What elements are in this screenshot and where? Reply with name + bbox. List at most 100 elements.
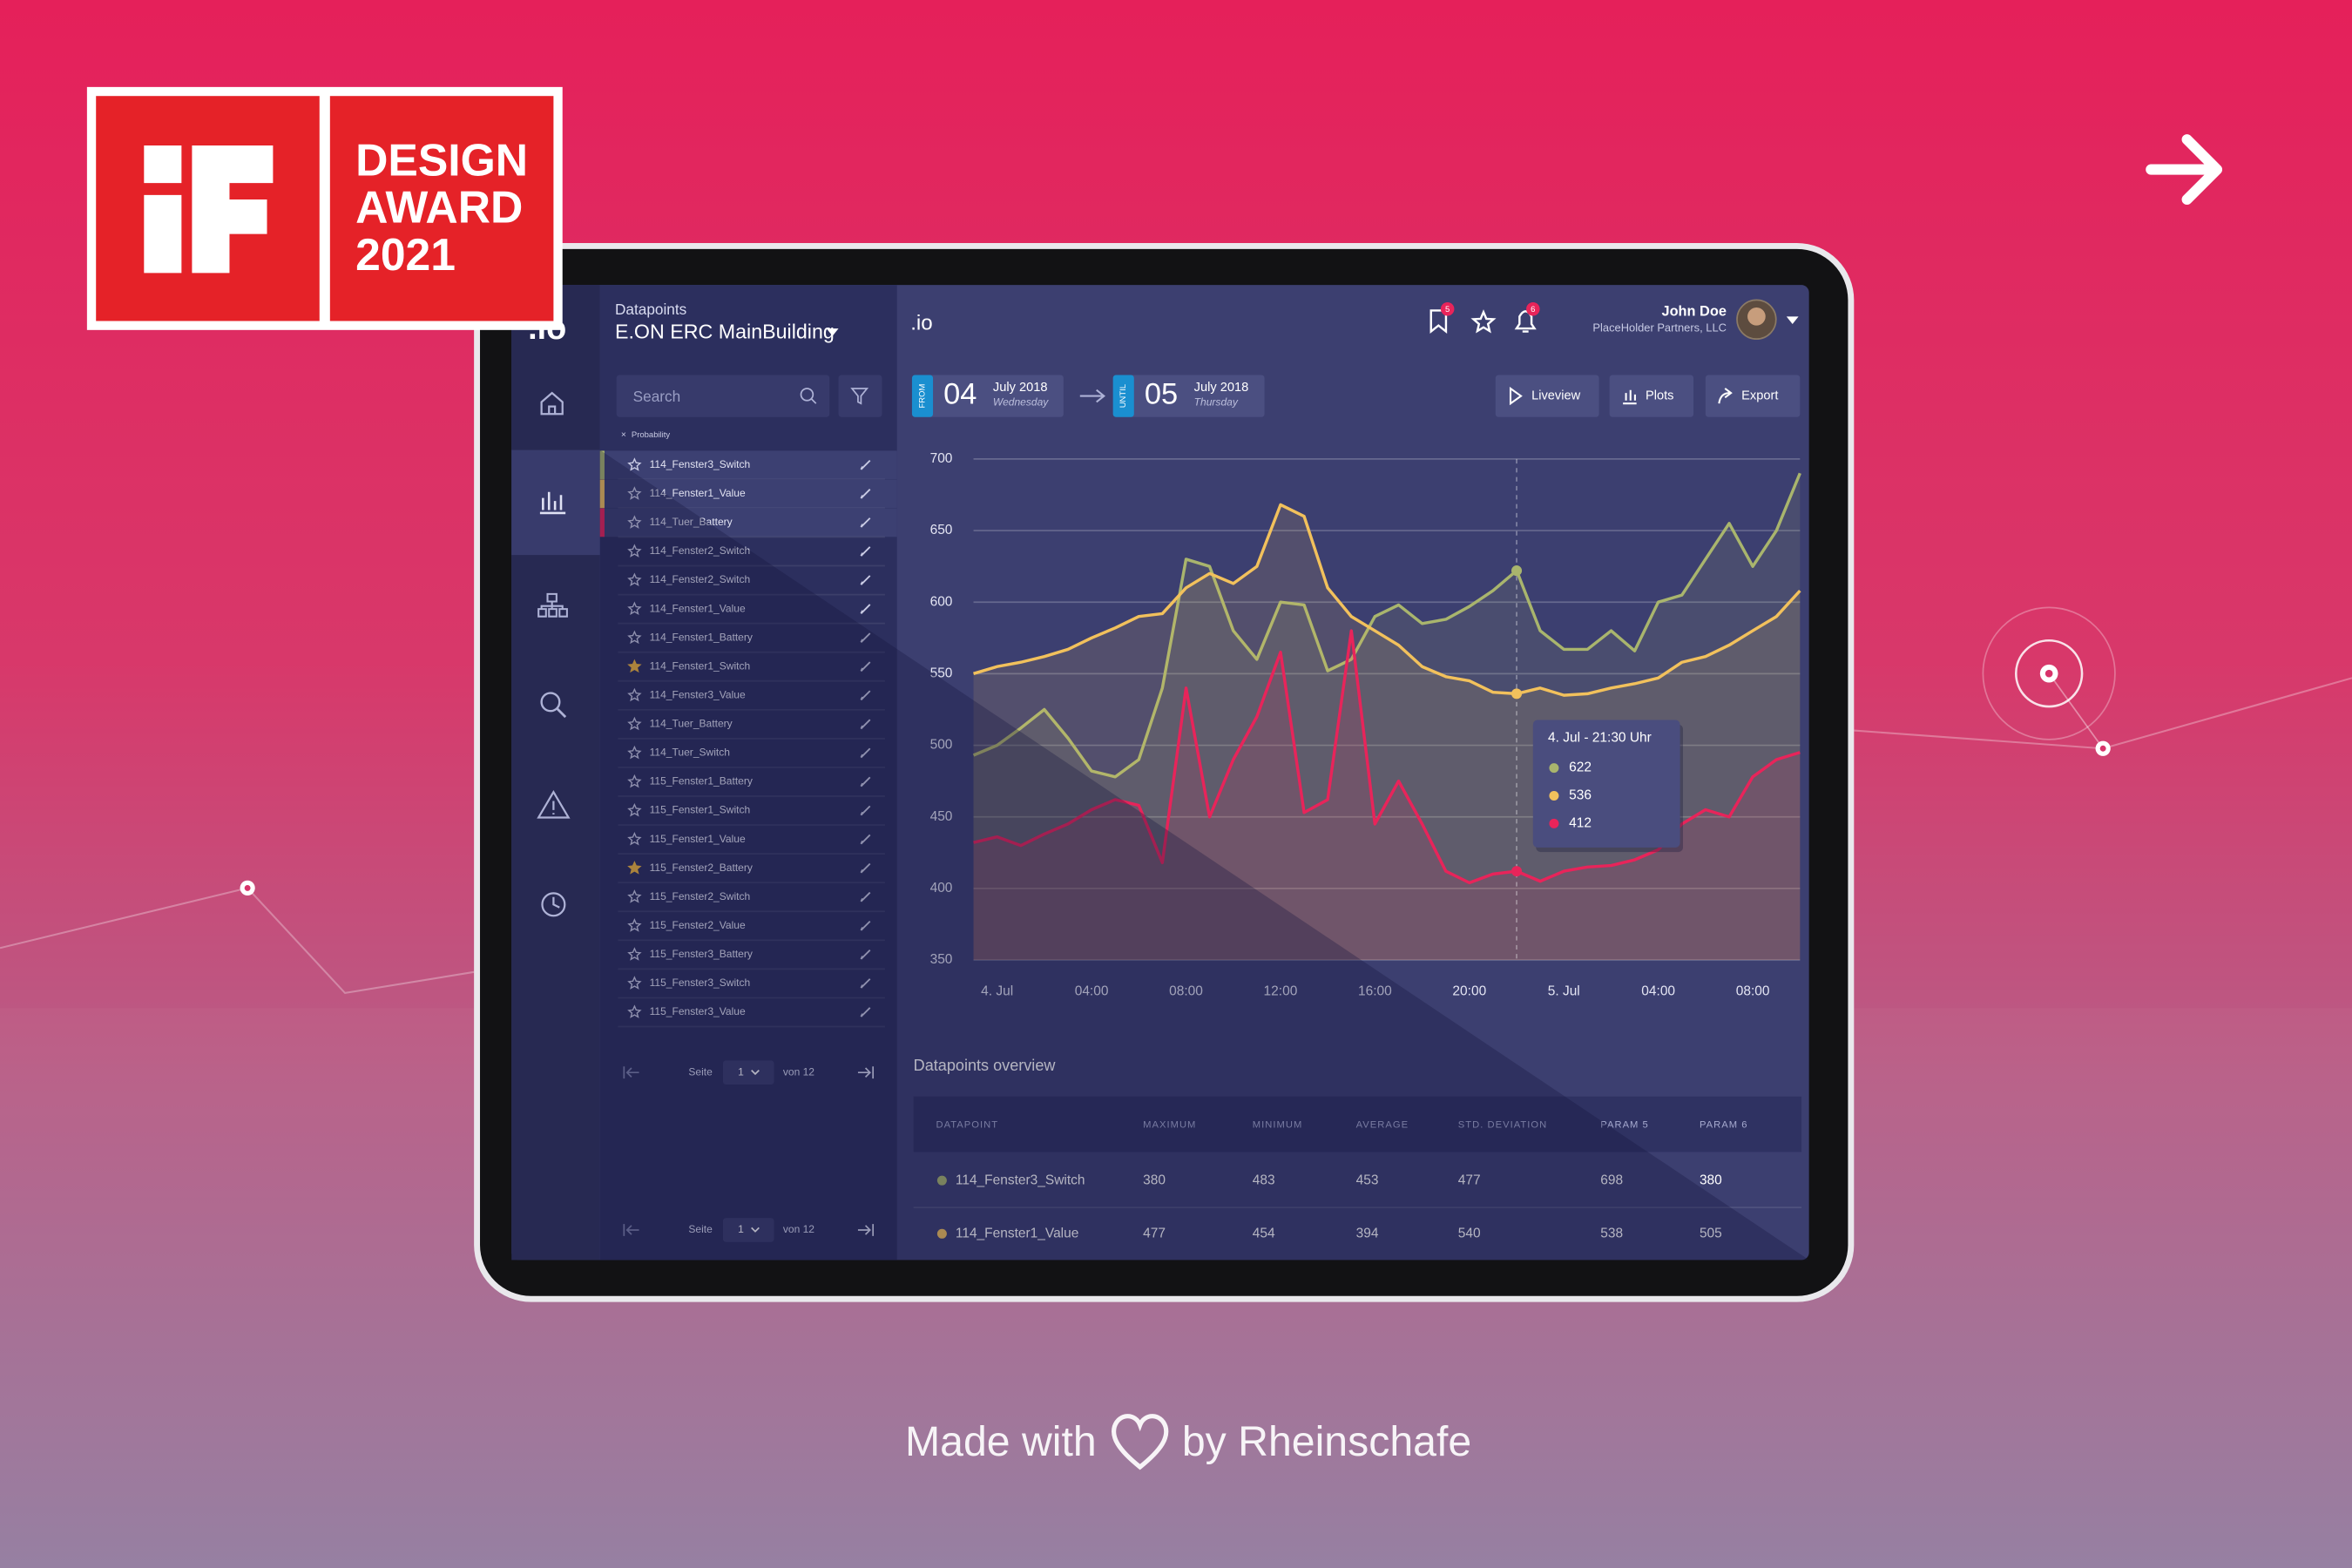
page-total: von 12 (783, 1065, 814, 1078)
date-month: July 2018 (1194, 381, 1249, 395)
page-chevron (751, 1069, 760, 1076)
overview-title: Datapoints overview (914, 1057, 1057, 1074)
x-tick-label: 04:00 (1641, 983, 1675, 998)
series-line (973, 503, 1801, 697)
building-name: E.ON ERC MainBuilding (615, 320, 835, 342)
cell: 483 (1253, 1173, 1275, 1187)
y-tick-label: 550 (930, 666, 953, 680)
edit-icon (860, 575, 871, 585)
list-row-marker (599, 450, 605, 480)
action-label: Plots (1646, 389, 1674, 402)
badge (1440, 301, 1455, 316)
column-header: MAXIMUM (1143, 1119, 1196, 1130)
datapoint-name: 115_Fenster1_Switch (650, 804, 751, 816)
hover-dot (1511, 565, 1523, 577)
star (627, 659, 642, 673)
edit-icon (860, 978, 871, 989)
edit-icon (860, 1007, 871, 1017)
y-tick-label: 400 (930, 881, 953, 896)
page-last (857, 1066, 875, 1079)
cell: 454 (1253, 1226, 1275, 1240)
icon-home (540, 391, 564, 416)
date-tag-label: UNTIL (1119, 384, 1128, 408)
page-label: Seite (688, 1065, 713, 1078)
edit-icon (860, 489, 871, 499)
action-button (1495, 375, 1599, 417)
series-line (972, 472, 1801, 779)
row-name: 114_Fenster1_Value (956, 1226, 1078, 1240)
x-tick-label: 4. Jul (981, 983, 1013, 998)
if-logo (144, 145, 274, 274)
star (627, 832, 642, 846)
star (627, 1004, 642, 1018)
column-header: DATAPOINT (936, 1119, 998, 1130)
user-caret (1786, 316, 1799, 324)
datapoint-name: 114_Fenster1_Value (650, 487, 746, 499)
edit-icon (860, 604, 871, 614)
datapoint-name: 114_Fenster2_Switch (650, 573, 751, 585)
star (627, 572, 642, 586)
footer-after: by Rheinschafe (1182, 1418, 1471, 1465)
tooltip-value: 622 (1569, 760, 1592, 775)
action-icon (1509, 386, 1523, 406)
datapoint-name: 114_Tuer_Switch (650, 747, 730, 759)
datapoint-name: 115_Fenster1_Battery (650, 775, 753, 787)
star (627, 457, 642, 471)
action-icon (1718, 388, 1733, 404)
column-header: MINIMUM (1253, 1119, 1303, 1130)
tooltip-title: 4. Jul - 21:30 Uhr (1548, 730, 1652, 745)
cell: 538 (1600, 1226, 1623, 1240)
caret (826, 328, 839, 336)
edit-icon (860, 776, 871, 787)
action-label: Export (1741, 389, 1778, 402)
datapoint-name: 115_Fenster1_Value (650, 833, 746, 845)
tooltip-swatch (1549, 818, 1559, 828)
datapoint-name: 115_Fenster2_Value (650, 919, 746, 931)
star (627, 630, 642, 645)
star (627, 486, 642, 500)
column-header: AVERAGE (1356, 1119, 1409, 1130)
edit-icon (860, 459, 871, 470)
y-tick-label: 500 (930, 738, 953, 753)
datapoint-name: 115_Fenster3_Value (650, 1005, 746, 1017)
chip-x: × (621, 430, 626, 440)
cell: 505 (1700, 1226, 1722, 1240)
datapoint-name: 114_Tuer_Battery (650, 718, 733, 730)
star (627, 716, 642, 731)
section-label: Datapoints (615, 301, 686, 318)
date-box (911, 375, 1064, 417)
award-text: 2021 (355, 229, 456, 280)
deco-dot-core (2099, 745, 2106, 752)
datapoint-name: 114_Tuer_Battery (650, 516, 733, 528)
heart (1112, 1414, 1169, 1470)
cell: 453 (1356, 1173, 1379, 1187)
x-tick-label: 20:00 (1452, 983, 1486, 998)
list-row-marker (599, 479, 605, 509)
footer-before: Made with (905, 1418, 1097, 1465)
icon-clock (541, 892, 566, 917)
award-text: DESIGN (355, 134, 528, 185)
filter-icon (850, 388, 869, 405)
badge (1526, 301, 1540, 316)
star (627, 802, 642, 817)
datapoint-name: 114_Fenster1_Switch (650, 659, 751, 672)
star (627, 544, 642, 558)
cell: 477 (1143, 1226, 1166, 1240)
cell: 380 (1143, 1173, 1166, 1187)
edit-icon (860, 719, 871, 730)
cell: 380 (1700, 1173, 1722, 1187)
datapoint-name: 115_Fenster3_Battery (650, 948, 753, 960)
icon-clock-hands (552, 896, 560, 909)
list-panel (599, 285, 897, 1260)
date-weekday: Thursday (1194, 396, 1239, 409)
datapoint-name: 114_Fenster3_Value (650, 688, 746, 700)
datapoint-name: 114_Fenster3_Switch (650, 458, 751, 470)
column-header: STD. DEVIATION (1458, 1119, 1548, 1130)
list-row-selected (603, 450, 897, 480)
cell: 540 (1458, 1226, 1481, 1240)
date-month: July 2018 (993, 381, 1048, 395)
edit-icon (860, 632, 871, 644)
column-header: PARAM 6 (1700, 1119, 1748, 1130)
tooltip-swatch (1549, 790, 1559, 801)
